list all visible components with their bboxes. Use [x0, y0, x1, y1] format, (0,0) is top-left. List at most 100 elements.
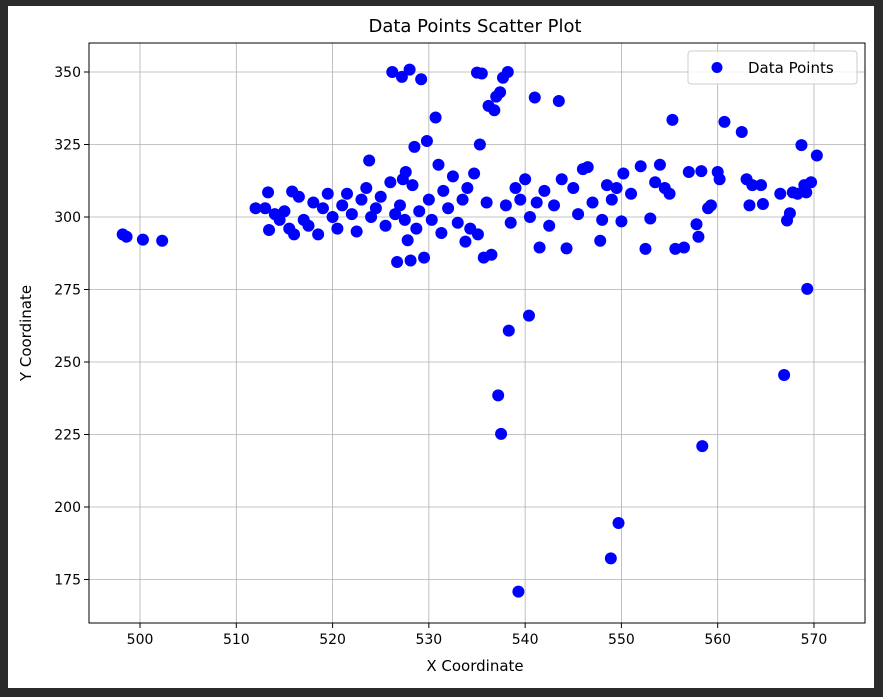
data-point [533, 241, 546, 254]
data-point [302, 219, 315, 232]
data-point [263, 224, 276, 237]
grid-layer [89, 43, 865, 623]
data-point [321, 187, 334, 200]
y-axis-label: Y Coordinate [17, 285, 35, 382]
data-point [567, 182, 580, 194]
data-point [461, 182, 474, 194]
data-point [778, 369, 791, 382]
data-point [425, 213, 438, 226]
data-point [755, 179, 768, 192]
data-point [136, 233, 149, 246]
y-tick-label: 350 [54, 65, 81, 81]
points-layer [116, 63, 823, 598]
data-point [625, 187, 638, 200]
data-point [437, 184, 450, 197]
y-tick-label: 325 [54, 138, 81, 154]
data-point [713, 173, 726, 186]
data-point [795, 139, 808, 152]
data-point [743, 199, 756, 212]
data-point [512, 585, 525, 598]
data-point [408, 140, 421, 153]
data-point [398, 213, 411, 226]
data-point [456, 193, 469, 206]
data-point [615, 215, 628, 228]
data-point [415, 73, 428, 86]
legend: Data Points [687, 50, 858, 85]
data-point [704, 199, 717, 212]
data-point [586, 196, 599, 209]
y-tick-label: 275 [54, 283, 81, 299]
data-point [418, 251, 431, 264]
data-point [331, 222, 344, 235]
data-point [666, 113, 679, 126]
data-point [473, 138, 486, 151]
data-point [278, 205, 291, 218]
data-point [399, 166, 412, 179]
x-tick-label: 510 [223, 632, 250, 648]
data-point [391, 255, 404, 268]
data-point [695, 165, 708, 178]
data-point [475, 67, 488, 80]
x-tick-label: 570 [801, 632, 828, 648]
ticks-layer: 500 510 520 530 540 550 560 570 175 200 225 250 275 3… [54, 65, 827, 648]
legend-label: Data Points [748, 59, 834, 77]
data-point [492, 389, 505, 402]
data-point [288, 228, 301, 241]
data-point [519, 173, 532, 186]
data-point [509, 182, 522, 194]
data-point [307, 196, 320, 209]
data-point [696, 440, 709, 453]
data-point [530, 196, 543, 209]
data-point [663, 187, 676, 200]
data-point [395, 70, 408, 83]
data-point [401, 234, 414, 247]
data-point [360, 182, 373, 194]
data-point [410, 222, 423, 235]
data-point [560, 242, 573, 255]
data-point [432, 158, 445, 171]
data-point [446, 170, 459, 183]
data-point [653, 158, 666, 171]
data-point [120, 230, 133, 243]
data-point [600, 179, 613, 192]
data-point [384, 176, 397, 189]
data-point [345, 208, 358, 221]
data-point [605, 193, 618, 206]
data-point [596, 213, 609, 226]
data-point [504, 216, 517, 229]
data-point [468, 167, 481, 180]
x-tick-label: 550 [608, 632, 635, 648]
data-point [379, 219, 392, 232]
data-point [442, 202, 455, 215]
data-point [369, 202, 382, 215]
data-point [604, 552, 617, 565]
data-point [810, 149, 823, 162]
y-tick-label: 200 [54, 500, 81, 516]
data-point [594, 234, 607, 247]
data-point [249, 202, 262, 215]
data-point [451, 216, 464, 229]
data-point [326, 211, 339, 223]
data-point [292, 190, 305, 203]
data-point [435, 226, 448, 239]
data-point [363, 154, 376, 167]
data-point [572, 208, 585, 221]
chart-title: Data Points Scatter Plot [368, 16, 581, 37]
data-point [459, 235, 472, 248]
data-point [528, 91, 541, 104]
data-point [471, 228, 484, 241]
y-tick-label: 300 [54, 210, 81, 226]
x-tick-label: 560 [704, 632, 731, 648]
x-tick-label: 540 [512, 632, 539, 648]
x-tick-label: 530 [415, 632, 442, 648]
data-point [316, 202, 329, 215]
data-point [501, 66, 514, 78]
legend-marker [711, 62, 723, 73]
data-point [735, 126, 748, 139]
data-point [429, 111, 442, 124]
data-point [523, 211, 536, 223]
data-point [649, 176, 662, 189]
data-point [538, 184, 551, 197]
data-point [403, 63, 416, 76]
data-point [805, 176, 818, 189]
